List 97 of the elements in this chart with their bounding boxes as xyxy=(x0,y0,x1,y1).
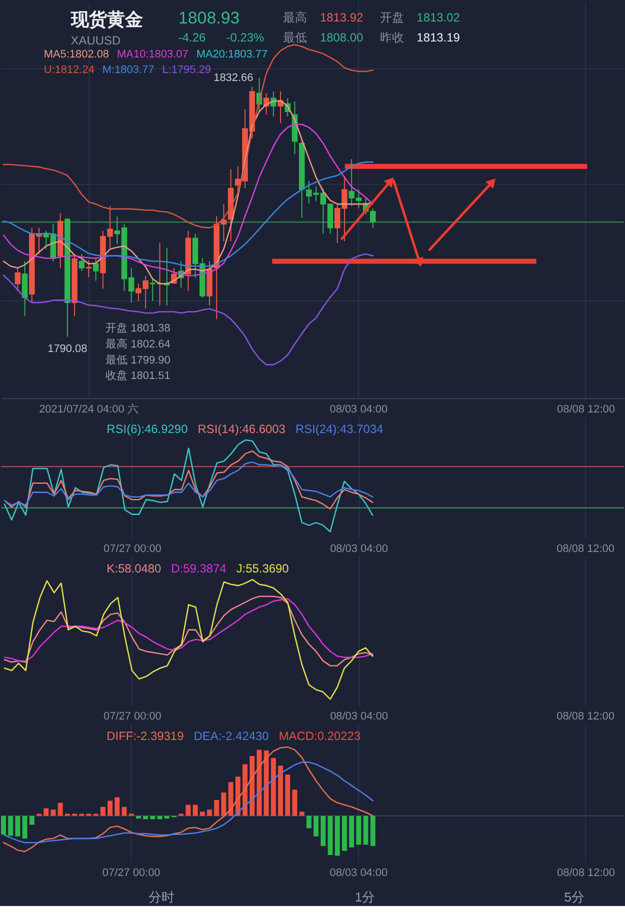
bar xyxy=(214,800,220,816)
bar xyxy=(314,816,319,836)
bar xyxy=(15,816,20,836)
bar xyxy=(150,816,156,820)
bar xyxy=(292,790,298,816)
bar xyxy=(136,816,141,819)
annotation: 1808.00 xyxy=(320,30,364,44)
series-label: RSI(6):46.9290 xyxy=(106,422,188,436)
bar xyxy=(320,816,326,846)
text: RSI(24):43.7034 xyxy=(295,422,384,436)
annotation: 1813.19 xyxy=(416,30,460,44)
bar xyxy=(207,810,212,816)
x-tick-label: 07/27 00:00 xyxy=(102,867,160,880)
bar xyxy=(157,816,162,820)
bar xyxy=(22,816,28,839)
chart-title: 现货黄金 xyxy=(70,9,143,30)
text: 分时 xyxy=(148,890,175,905)
annotation: 最高 xyxy=(283,10,308,24)
legend-label: MA20:1803.77 xyxy=(196,48,268,60)
text: RSI(14):46.6003 xyxy=(198,422,286,436)
text: XAUUSD xyxy=(70,33,121,48)
bar xyxy=(228,782,234,816)
x-tick-label: 08/03 04:00 xyxy=(330,543,388,556)
text: 5分 xyxy=(564,890,584,905)
x-tick-label: 07/27 00:00 xyxy=(104,710,162,723)
text: U:1812.24 xyxy=(44,64,94,76)
annotation: 昨收 xyxy=(380,30,404,44)
candlestick xyxy=(86,260,92,278)
bar xyxy=(143,816,148,820)
bar xyxy=(306,816,312,828)
x-tick-label: 08/08 12:00 xyxy=(557,404,615,416)
text: 1分 xyxy=(354,890,376,905)
bar xyxy=(328,816,333,856)
bar xyxy=(29,816,34,825)
x-tick-label: 08/03 04:00 xyxy=(330,867,388,880)
annotation: 1808.93 xyxy=(178,8,240,28)
x-tick-label: 08/08 12:00 xyxy=(557,867,615,880)
bar xyxy=(221,792,226,816)
annotation: 收盘 1801.51 xyxy=(106,370,170,382)
bar xyxy=(164,816,170,819)
bar xyxy=(186,804,191,816)
text: K:58.0480 xyxy=(106,562,162,576)
bar xyxy=(44,808,49,816)
bar xyxy=(349,816,354,848)
bar xyxy=(342,816,347,851)
bar xyxy=(356,816,362,845)
x-tick-label: 08/03 04:00 xyxy=(330,404,388,416)
annotation: 1813.92 xyxy=(320,10,364,24)
annotation: 1832.66 xyxy=(214,72,254,84)
annotation: 最低 xyxy=(283,30,308,44)
bar xyxy=(58,802,63,816)
bar xyxy=(0,816,6,834)
annotation: 最低 1799.90 xyxy=(106,354,170,366)
candlestick xyxy=(22,260,28,317)
candlestick xyxy=(78,253,85,272)
bar xyxy=(100,806,106,816)
text: D:59.3874 xyxy=(171,562,227,576)
x-tick-label: 08/08 12:00 xyxy=(556,543,614,556)
annotation: 最高 1802.64 xyxy=(106,337,170,350)
candlestick xyxy=(14,267,21,292)
x-tick-label: 08/08 12:00 xyxy=(556,710,614,723)
text: MA10:1803.07 xyxy=(117,48,188,60)
annotation: -0.23% xyxy=(226,30,265,44)
bar xyxy=(122,806,127,816)
x-tick-label: 2021/07/24 04:00 六 xyxy=(39,402,138,416)
bar xyxy=(278,766,284,816)
bar xyxy=(108,800,113,816)
bar xyxy=(242,764,248,816)
text: L:1795.29 xyxy=(162,64,211,76)
text: MA5:1802.08 xyxy=(44,48,110,60)
bar xyxy=(250,756,255,816)
bar xyxy=(299,812,304,816)
annotation: 1790.08 xyxy=(48,342,88,355)
bar xyxy=(256,750,262,816)
bar xyxy=(8,816,14,836)
bar xyxy=(270,758,276,816)
bar xyxy=(50,810,56,816)
x-tick-label: 07/27 00:00 xyxy=(104,543,162,556)
bar xyxy=(200,812,205,816)
bar xyxy=(114,797,120,816)
annotation: -4.26 xyxy=(178,30,206,44)
series-label: MACD:0.20223 xyxy=(278,729,361,744)
bar xyxy=(334,816,340,856)
x-tick-label: 08/03 04:00 xyxy=(330,710,388,723)
bar xyxy=(370,816,376,846)
annotation: 1813.02 xyxy=(416,10,460,24)
series-label: J:55.3690 xyxy=(236,562,290,576)
bar xyxy=(264,750,269,816)
text: M:1803.77 xyxy=(102,64,154,76)
bar xyxy=(285,774,290,816)
candlestick xyxy=(92,258,99,282)
text: DIFF:-2.39319 xyxy=(106,729,184,744)
annotation: 开盘 xyxy=(380,10,404,24)
annotation: 开盘 1801.38 xyxy=(106,322,170,334)
text: DEA:-2.42430 xyxy=(194,729,270,744)
bar xyxy=(363,816,368,845)
bar xyxy=(192,804,198,816)
